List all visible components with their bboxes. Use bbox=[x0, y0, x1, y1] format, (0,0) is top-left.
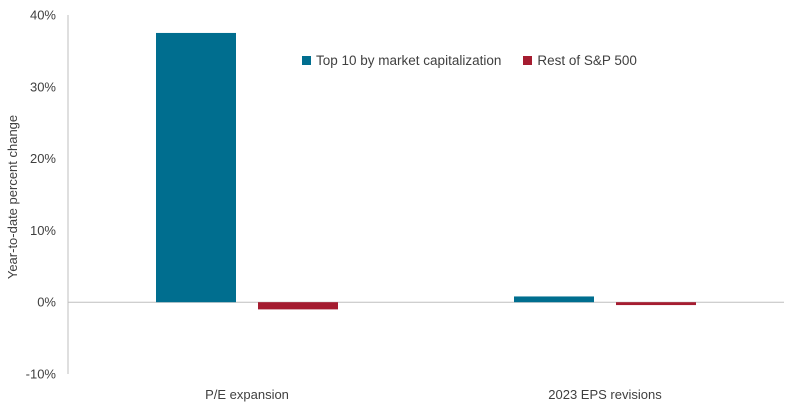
legend-item-top10: Top 10 by market capitalization bbox=[302, 53, 501, 68]
bars bbox=[156, 32, 696, 310]
legend-label-rest: Rest of S&P 500 bbox=[537, 53, 637, 68]
y-axis-label: Year-to-date percent change bbox=[5, 115, 20, 279]
y-tick-label: 10% bbox=[30, 223, 56, 238]
bar-rest-0 bbox=[258, 302, 338, 310]
y-tick-label: -10% bbox=[26, 367, 57, 382]
legend-label-top10: Top 10 by market capitalization bbox=[316, 53, 502, 68]
y-tick-label: 40% bbox=[30, 8, 56, 23]
bar-rest-1 bbox=[616, 302, 696, 306]
y-tick-label: 0% bbox=[37, 295, 56, 310]
y-tick-label: 30% bbox=[30, 79, 56, 94]
y-tick-label: 20% bbox=[30, 151, 56, 166]
x-category-label: P/E expansion bbox=[205, 387, 289, 402]
legend-swatch-rest bbox=[523, 56, 533, 65]
bar-top10-1 bbox=[514, 296, 594, 303]
category-labels: P/E expansion 2023 EPS revisions bbox=[205, 387, 662, 402]
legend-item-rest: Rest of S&P 500 bbox=[523, 53, 637, 68]
legend: Top 10 by market capitalization Rest of … bbox=[302, 53, 637, 68]
bar-top10-0 bbox=[156, 32, 236, 303]
x-category-label: 2023 EPS revisions bbox=[548, 387, 662, 402]
legend-swatch-top10 bbox=[302, 56, 311, 65]
y-axis-ticks: -10% 0% 10% 20% 30% 40% bbox=[26, 8, 57, 382]
